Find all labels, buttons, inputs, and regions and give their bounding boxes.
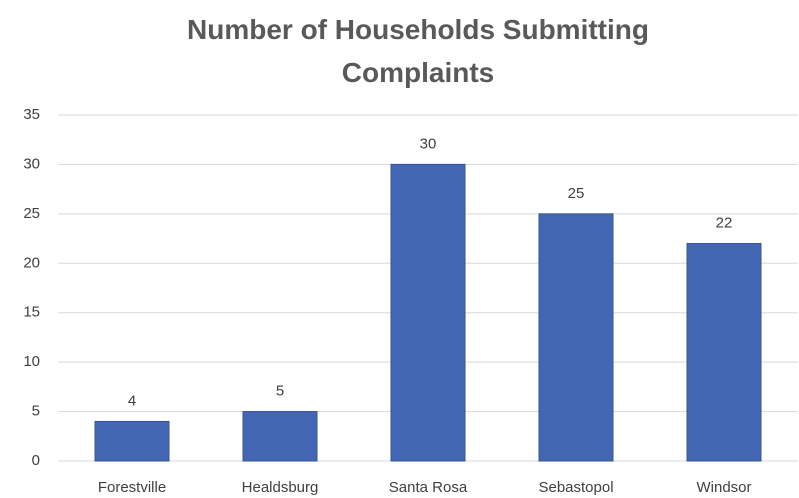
bar (390, 163, 466, 462)
y-tick-label: 15 (23, 304, 40, 321)
data-label: 22 (716, 214, 733, 231)
bar (94, 420, 170, 462)
y-tick-label: 0 (32, 452, 40, 469)
x-tick-label: Windsor (696, 479, 751, 496)
y-tick-label: 35 (23, 106, 40, 123)
x-tick-label: Sebastopol (538, 479, 613, 496)
y-tick-label: 10 (23, 353, 40, 370)
data-label: 5 (276, 383, 284, 400)
data-label: 25 (568, 185, 585, 202)
y-tick-label: 30 (23, 155, 40, 172)
bar (538, 213, 614, 462)
data-label: 30 (420, 135, 437, 152)
x-tick-label: Forestville (98, 479, 166, 496)
bar (686, 243, 762, 462)
y-tick-label: 25 (23, 205, 40, 222)
y-tick-label: 5 (32, 403, 40, 420)
x-tick-label: Healdsburg (242, 479, 319, 496)
y-tick-label: 20 (23, 254, 40, 271)
chart-title: Number of Households Submitting Complain… (187, 14, 649, 88)
bar (242, 411, 318, 462)
x-tick-label: Santa Rosa (389, 479, 468, 496)
data-label: 4 (128, 392, 136, 409)
